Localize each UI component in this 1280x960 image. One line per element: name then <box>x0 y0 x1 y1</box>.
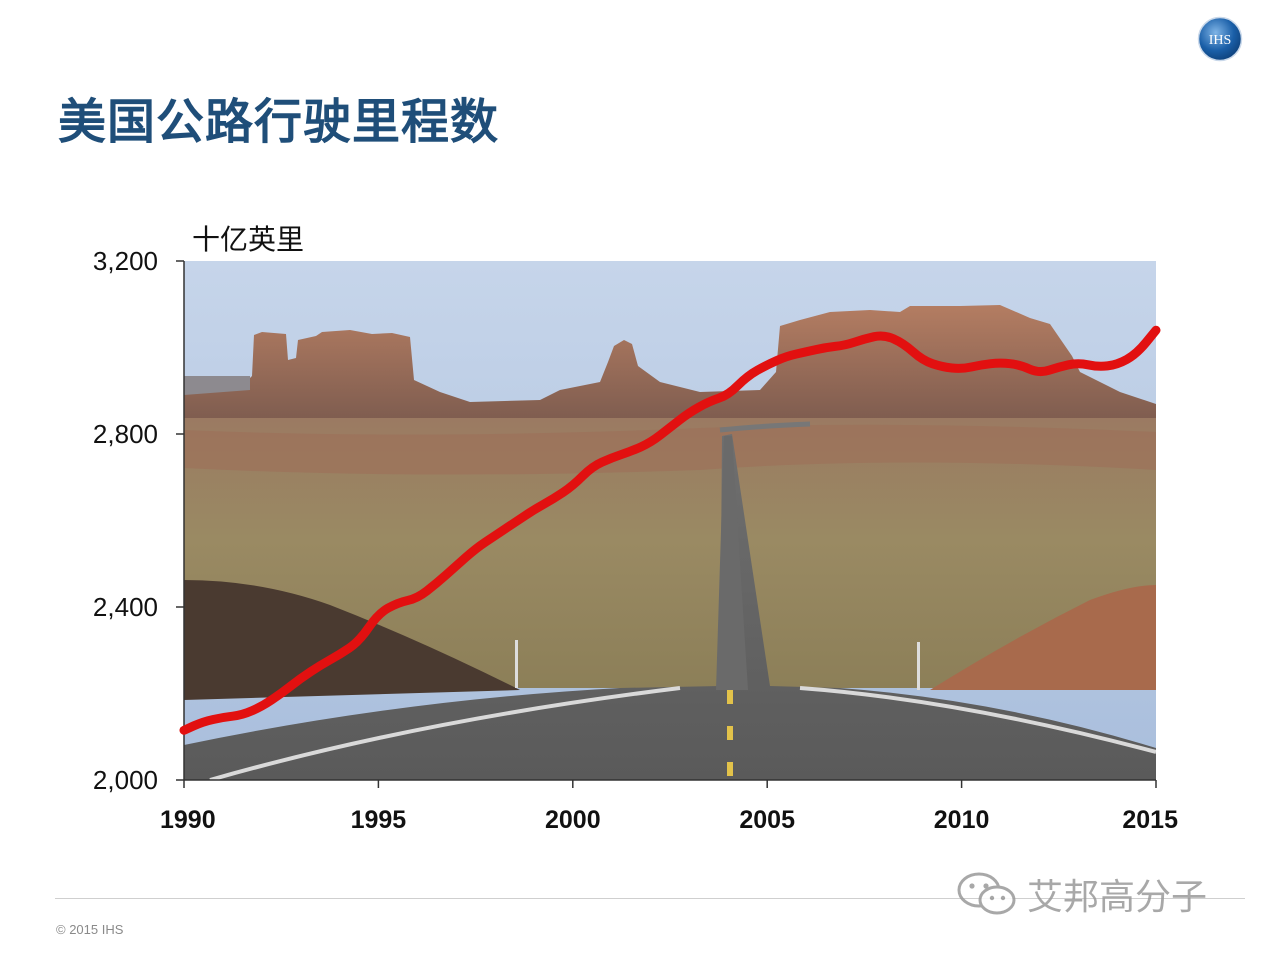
wechat-icon <box>957 872 1016 915</box>
y-tick-label: 2,800 <box>93 419 158 449</box>
y-tick-label: 2,400 <box>93 592 158 622</box>
x-tick-label: 1990 <box>160 806 216 834</box>
axes <box>183 261 1156 781</box>
watermark: 艾邦高分子 <box>955 868 1207 920</box>
series-line-vehicle-miles <box>179 325 1161 735</box>
x-ticks: 1990 1995 2000 2005 2010 2015 <box>160 780 1178 834</box>
y-ticks: 2,000 2,400 2,800 3,200 <box>93 246 184 795</box>
x-tick-label: 2015 <box>1122 806 1178 834</box>
x-tick-label: 2000 <box>545 806 601 834</box>
x-tick-label: 2005 <box>739 806 795 834</box>
desert-road-background <box>184 261 1156 780</box>
y-axis-unit-label: 十亿英里 <box>192 223 305 256</box>
watermark-text: 艾邦高分子 <box>1027 877 1208 918</box>
logo-text: IHS <box>1209 33 1232 48</box>
x-tick-label: 1995 <box>351 806 407 834</box>
y-tick-label: 2,000 <box>93 765 158 795</box>
x-tick-label: 2010 <box>934 806 990 834</box>
series-layer <box>179 325 1161 735</box>
ihs-logo-icon: IHS <box>1197 16 1243 62</box>
footer-divider <box>55 898 1245 899</box>
copyright-text: © 2015 IHS <box>56 922 124 937</box>
y-tick-label: 3,200 <box>93 246 158 276</box>
page-title: 美国公路行驶里程数 <box>58 94 500 150</box>
